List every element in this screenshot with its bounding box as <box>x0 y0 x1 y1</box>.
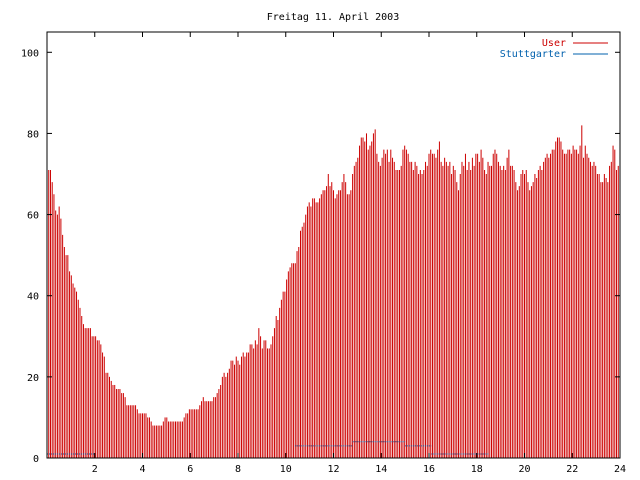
chart-title: Freitag 11. April 2003 <box>267 12 399 23</box>
user-series <box>46 125 619 458</box>
y-tick-label: 60 <box>27 211 39 222</box>
x-tick-label: 2 <box>92 464 98 475</box>
y-tick-label: 40 <box>27 292 39 303</box>
x-tick-label: 24 <box>614 464 626 475</box>
x-tick-label: 12 <box>327 464 339 475</box>
x-tick-label: 14 <box>375 464 387 475</box>
legend-label: Stuttgarter <box>500 49 566 60</box>
legend-label: User <box>542 38 566 49</box>
x-tick-label: 20 <box>518 464 530 475</box>
x-tick-label: 22 <box>566 464 578 475</box>
y-tick-label: 100 <box>21 48 39 59</box>
stuttgarter-series <box>47 441 489 455</box>
x-tick-label: 10 <box>280 464 292 475</box>
x-tick-label: 4 <box>139 464 145 475</box>
y-tick-label: 80 <box>27 129 39 140</box>
y-tick-label: 0 <box>33 454 39 465</box>
x-tick-label: 8 <box>235 464 241 475</box>
x-tick-label: 6 <box>187 464 193 475</box>
y-tick-label: 20 <box>27 373 39 384</box>
x-tick-label: 18 <box>471 464 483 475</box>
x-tick-label: 16 <box>423 464 435 475</box>
